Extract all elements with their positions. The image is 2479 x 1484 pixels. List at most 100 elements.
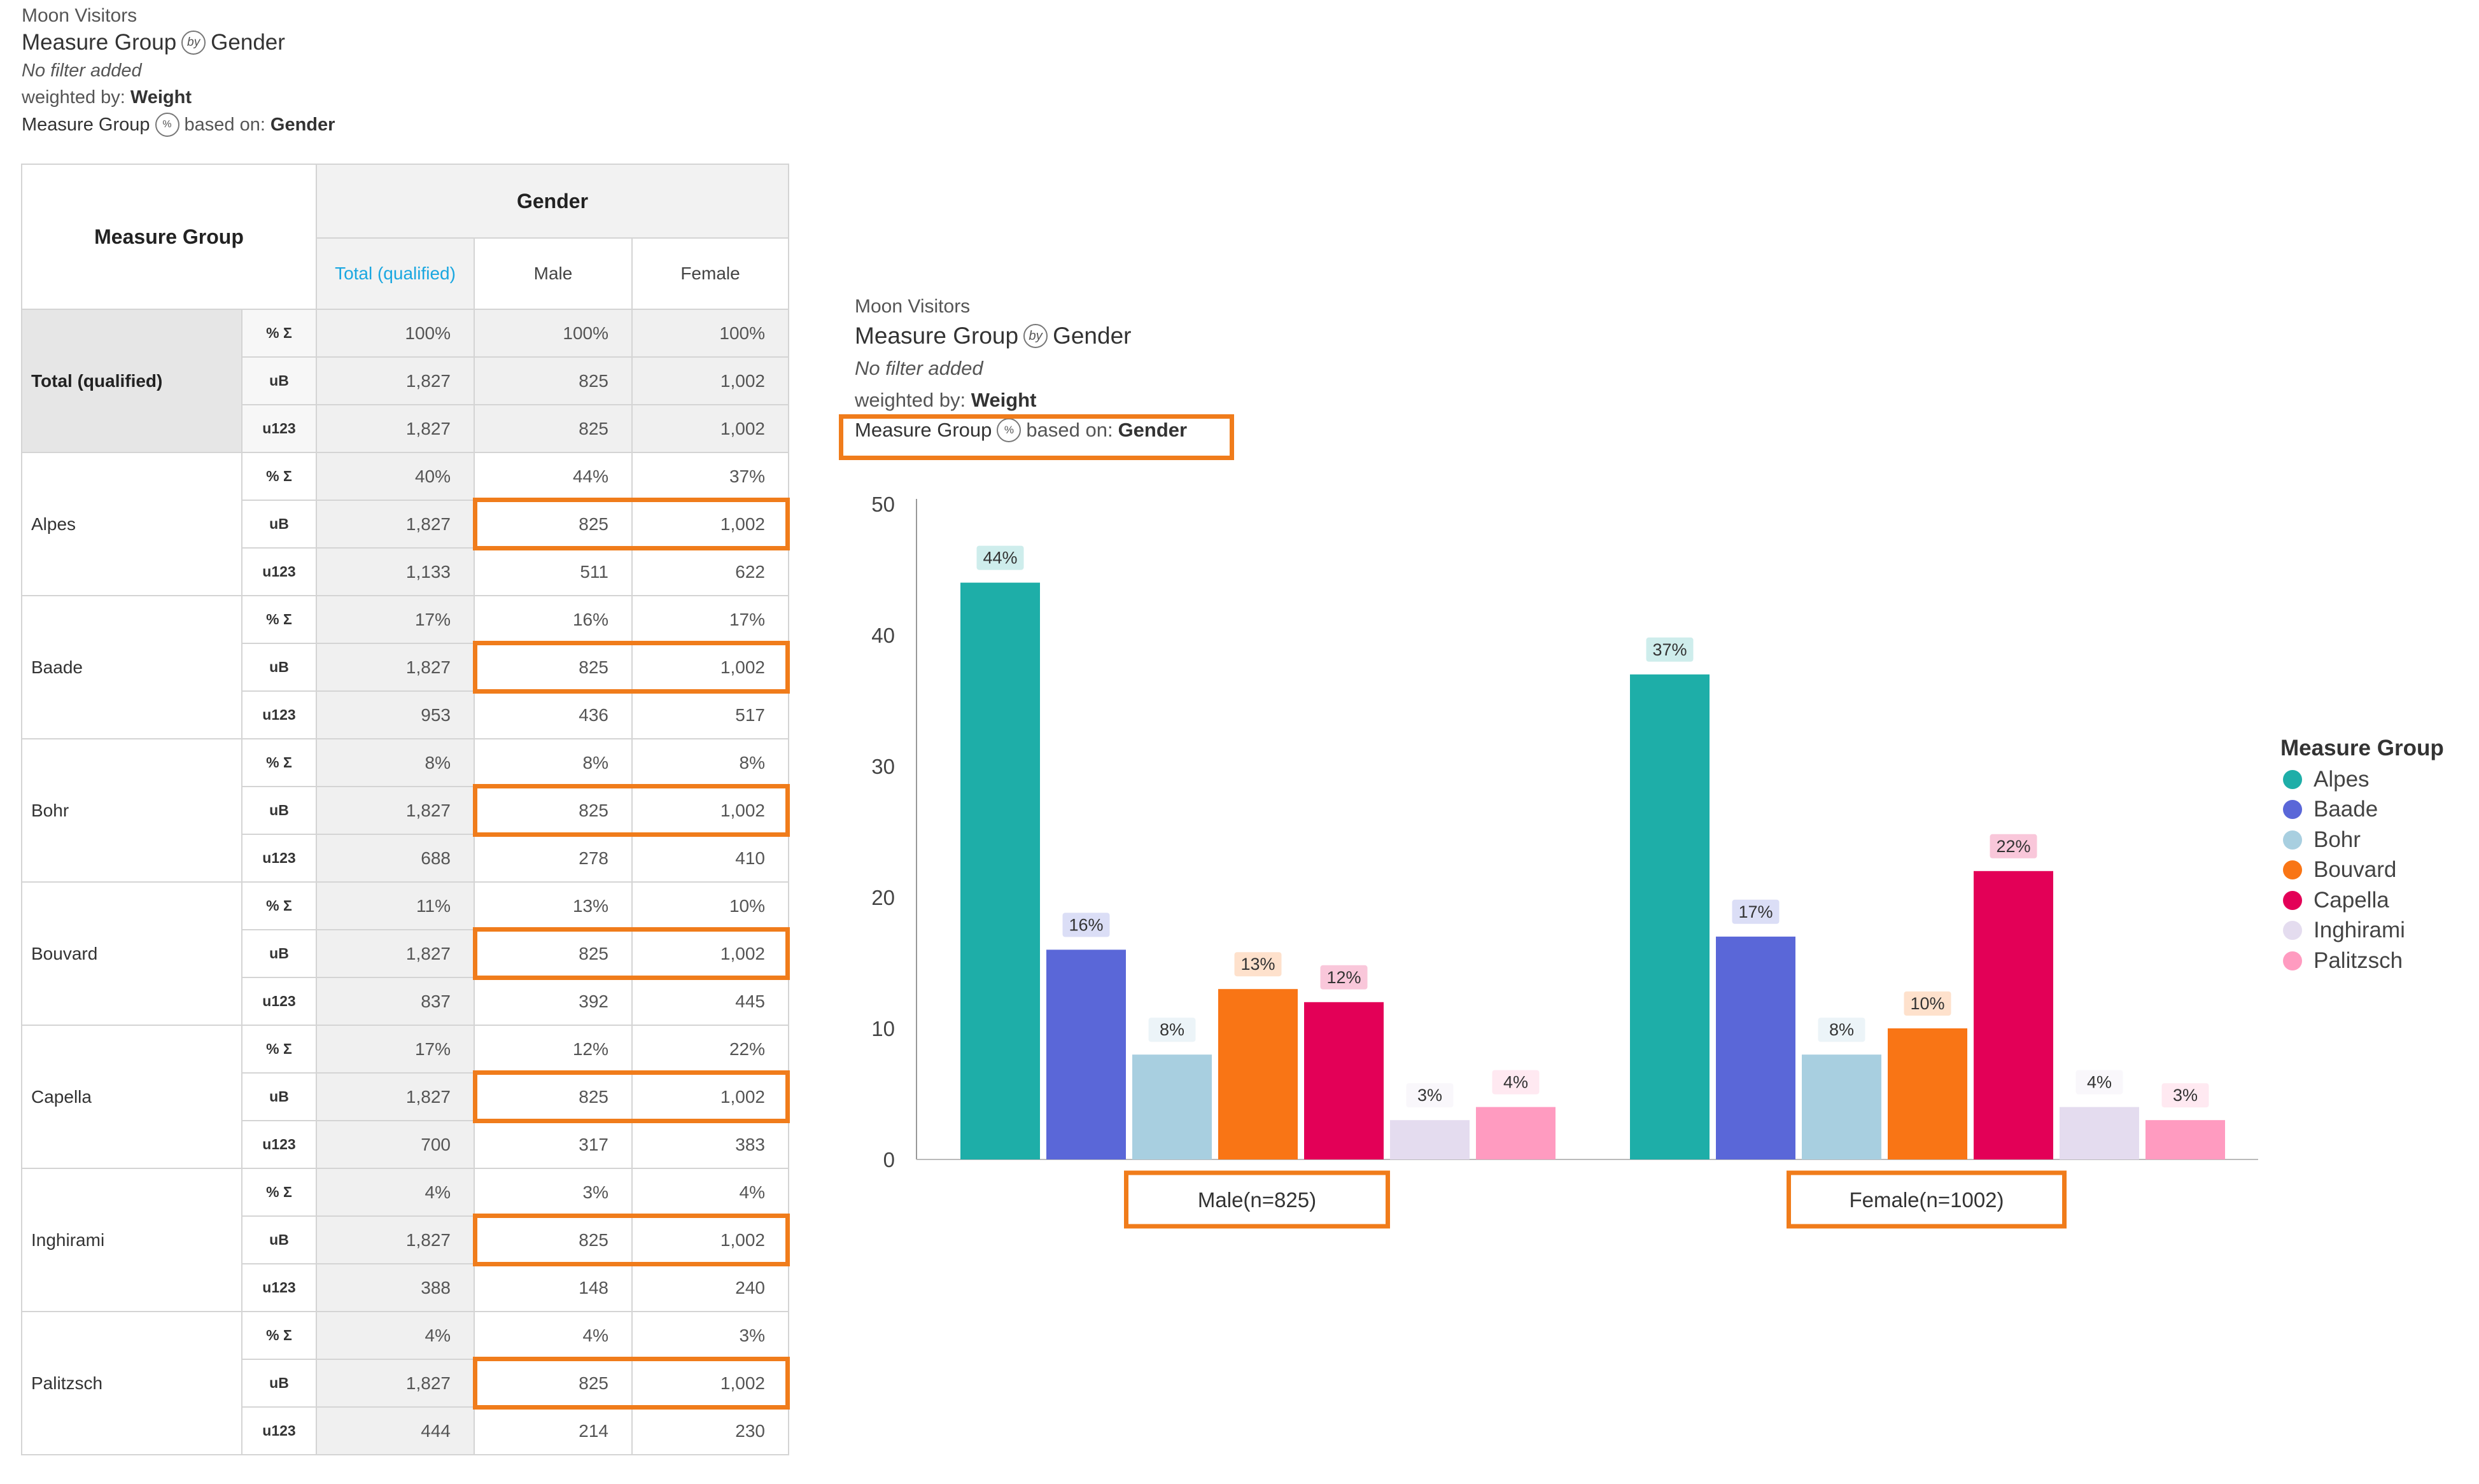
legend-label: Palitzsch <box>2314 948 2403 973</box>
column-header-male[interactable]: Male <box>474 237 633 310</box>
title-measure: Measure Group <box>855 323 1019 349</box>
legend-label: Bohr <box>2314 827 2361 852</box>
table-row: uB 1,827 825 1,002 <box>22 786 789 835</box>
row-label[interactable]: Baade <box>21 595 242 739</box>
row-label[interactable]: Bouvard <box>21 881 242 1026</box>
data-label: 22% <box>1996 837 2030 856</box>
weight-value: Weight <box>130 87 192 108</box>
highlight-category-box <box>1787 1170 2067 1229</box>
stat-ub-label: uB <box>241 500 317 549</box>
data-label: 12% <box>1326 968 1361 987</box>
bar <box>1630 674 1710 1159</box>
bar <box>1476 1107 1556 1159</box>
data-label-badge <box>1492 1070 1540 1095</box>
data-label-badge <box>976 545 1024 570</box>
column-header-female[interactable]: Female <box>631 237 789 310</box>
based-prefix: based on: <box>184 115 265 135</box>
y-tick-label: 0 <box>883 1148 895 1172</box>
table-cell: 688 <box>316 834 475 883</box>
by-icon: by <box>1023 324 1048 348</box>
table-cell: 100% <box>631 309 789 358</box>
row-label[interactable]: Total (qualified) <box>21 309 242 453</box>
stat-percent-label: % Σ <box>241 881 317 930</box>
legend-item[interactable]: Bouvard <box>2280 855 2444 886</box>
legend-title: Measure Group <box>2280 736 2444 760</box>
table-cell: 1,002 <box>631 404 789 453</box>
table-row: Total (qualified)% Σ 100% 100% 100% <box>21 309 789 453</box>
data-label: 4% <box>1503 1073 1528 1092</box>
table-cell: 700 <box>316 1120 475 1169</box>
legend-item[interactable]: Baade <box>2280 795 2444 825</box>
y-tick-label: 50 <box>871 493 895 516</box>
table-cell: 1,827 <box>316 356 475 405</box>
table-cell: 40% <box>316 452 475 501</box>
table-cell: 100% <box>316 309 475 358</box>
x-category-label: Female(n=1002) <box>1849 1188 2004 1212</box>
weight-prefix: weighted by: <box>855 389 966 411</box>
row-label[interactable]: Alpes <box>21 452 242 596</box>
bar <box>1802 1054 1881 1159</box>
bar <box>1218 989 1298 1159</box>
table-cell: 8% <box>316 738 475 787</box>
stat-percent-label: % Σ <box>241 1311 317 1360</box>
bar <box>2145 1120 2225 1159</box>
table-row: uB 1,827 825 1,002 <box>22 929 789 978</box>
table-cell: 436 <box>474 690 633 739</box>
stat-u123-label: u123 <box>241 547 317 596</box>
stat-percent-label: % Σ <box>241 595 317 644</box>
column-group-header: Gender <box>316 164 789 239</box>
table-cell: 383 <box>631 1120 789 1169</box>
data-label: 3% <box>2173 1086 2198 1105</box>
bar <box>1888 1028 1967 1159</box>
legend-item[interactable]: Alpes <box>2280 764 2444 795</box>
row-label[interactable]: Capella <box>21 1025 242 1169</box>
title-gender: Gender <box>1053 323 1132 349</box>
table-cell: 1,827 <box>316 929 475 978</box>
table-cell: 1,827 <box>316 500 475 549</box>
app-name: Moon Visitors <box>22 5 137 26</box>
based-on-line: Measure Group % based on: Gender <box>22 111 335 139</box>
table-cell: 825 <box>474 1359 633 1408</box>
table-cell: 825 <box>474 356 633 405</box>
row-label[interactable]: Inghirami <box>21 1168 242 1312</box>
legend-item[interactable]: Inghirami <box>2280 916 2444 946</box>
legend-swatch <box>2283 800 2302 820</box>
weight-line: weighted by: Weight <box>855 384 1187 416</box>
legend-label: Alpes <box>2314 766 2370 792</box>
legend-item[interactable]: Bohr <box>2280 825 2444 855</box>
data-label: 4% <box>2087 1073 2112 1092</box>
stat-percent-label: % Σ <box>241 1025 317 1074</box>
x-category-label: Male(n=825) <box>1198 1188 1316 1212</box>
table-row: Bouvard% Σ 11% 13% 10% <box>21 881 789 1026</box>
app-name: Moon Visitors <box>855 296 971 317</box>
stat-u123-label: u123 <box>241 690 317 739</box>
based-measure: Measure Group <box>855 419 992 441</box>
data-label-badge <box>1818 1018 1865 1042</box>
legend-label: Inghirami <box>2314 918 2405 943</box>
stat-ub-label: uB <box>241 643 317 692</box>
data-label-badge <box>2161 1083 2209 1108</box>
column-header-total[interactable]: Total (qualified) <box>316 237 475 310</box>
table-cell: 1,827 <box>316 1359 475 1408</box>
y-tick-label: 10 <box>871 1017 895 1040</box>
report-title: Measure Group by Gender <box>22 28 335 57</box>
table-row: Inghirami% Σ 4% 3% 4% <box>21 1168 789 1312</box>
stat-u123-label: u123 <box>241 977 317 1026</box>
data-label: 13% <box>1240 955 1275 974</box>
stat-u123-label: u123 <box>241 1263 317 1312</box>
stat-ub-label: uB <box>241 1359 317 1408</box>
data-label: 10% <box>1910 994 1944 1013</box>
percent-icon: % <box>997 418 1022 442</box>
row-label[interactable]: Palitzsch <box>21 1311 242 1455</box>
bar <box>960 582 1040 1159</box>
data-label-badge <box>1406 1083 1454 1108</box>
legend-swatch <box>2283 860 2302 880</box>
table-row: u123 388 148 240 <box>22 1263 789 1312</box>
table-cell: 37% <box>631 452 789 501</box>
legend-item[interactable]: Palitzsch <box>2280 946 2444 976</box>
row-label[interactable]: Bohr <box>21 738 242 883</box>
legend-item[interactable]: Capella <box>2280 885 2444 916</box>
table-row: Capella% Σ 17% 12% 22% <box>21 1025 789 1169</box>
table-row: u123 444 214 230 <box>22 1406 789 1455</box>
